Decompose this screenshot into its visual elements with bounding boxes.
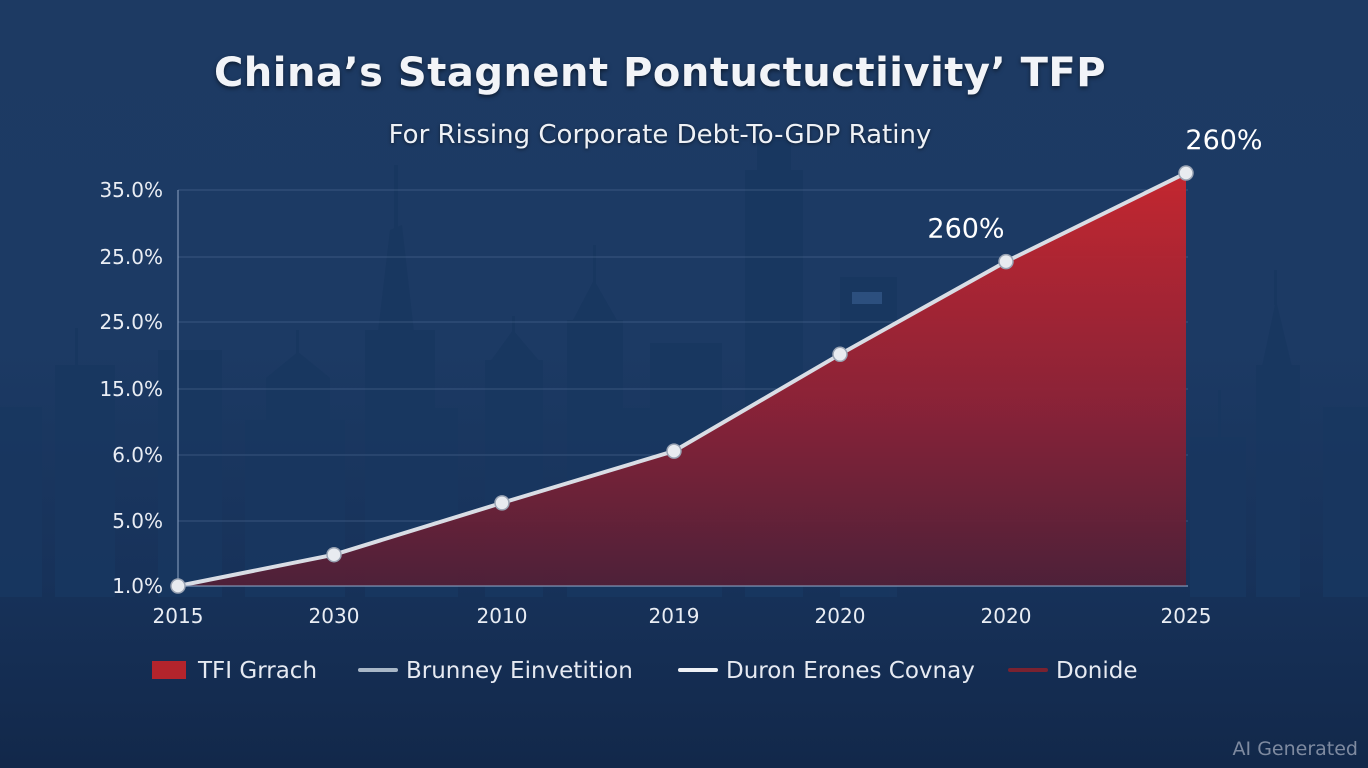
y-tick-label: 5.0% [112, 509, 163, 533]
chart-labels: 260% 260% [927, 125, 1262, 245]
data-point [998, 253, 1014, 270]
chart-points [170, 165, 1194, 594]
legend-label: Brunney Einvetition [406, 658, 633, 684]
data-point [494, 495, 510, 511]
data-label: 260% [927, 214, 1004, 245]
building-window [852, 292, 882, 304]
chart-legend: TFI Grrach Brunney Einvetition Duron Erone… [152, 658, 1138, 684]
y-tick-label: 35.0% [99, 178, 163, 202]
data-point [170, 578, 186, 594]
y-tick-label: 6.0% [112, 443, 163, 467]
chart-subtitle: For Rissing Corporate Debt-To-GDP Ratiny [388, 120, 932, 150]
chart-title: China’s Stagnent Pontuctuctiivity’ TFP [213, 50, 1107, 96]
x-tick-label: 2019 [649, 604, 700, 628]
legend-label: Duron Erones Covnay [726, 658, 975, 684]
legend-label: Donide [1056, 658, 1138, 684]
y-tick-label: 15.0% [99, 377, 163, 401]
data-point [666, 443, 682, 459]
y-tick-label: 25.0% [99, 245, 163, 269]
legend-swatch [152, 661, 186, 679]
x-tick-label: 2015 [153, 604, 204, 628]
y-tick-label: 1.0% [112, 574, 163, 598]
chart-axes: 35.0% 25.0% 25.0% 15.0% 6.0% 5.0% 1.0% 2015 2030… [99, 178, 1211, 628]
x-tick-label: 2025 [1161, 604, 1212, 628]
x-tick-label: 2010 [477, 604, 528, 628]
x-tick-label: 2020 [815, 604, 866, 628]
data-label: 260% [1185, 125, 1262, 156]
area-fill [178, 173, 1186, 586]
x-tick-label: 2030 [309, 604, 360, 628]
watermark: AI Generated [1232, 738, 1358, 760]
x-tick-label: 2020 [981, 604, 1032, 628]
data-point [326, 546, 342, 563]
legend-label: TFI Grrach [197, 658, 317, 684]
data-point [1178, 165, 1194, 181]
data-point [832, 346, 848, 363]
y-tick-label: 25.0% [99, 310, 163, 334]
